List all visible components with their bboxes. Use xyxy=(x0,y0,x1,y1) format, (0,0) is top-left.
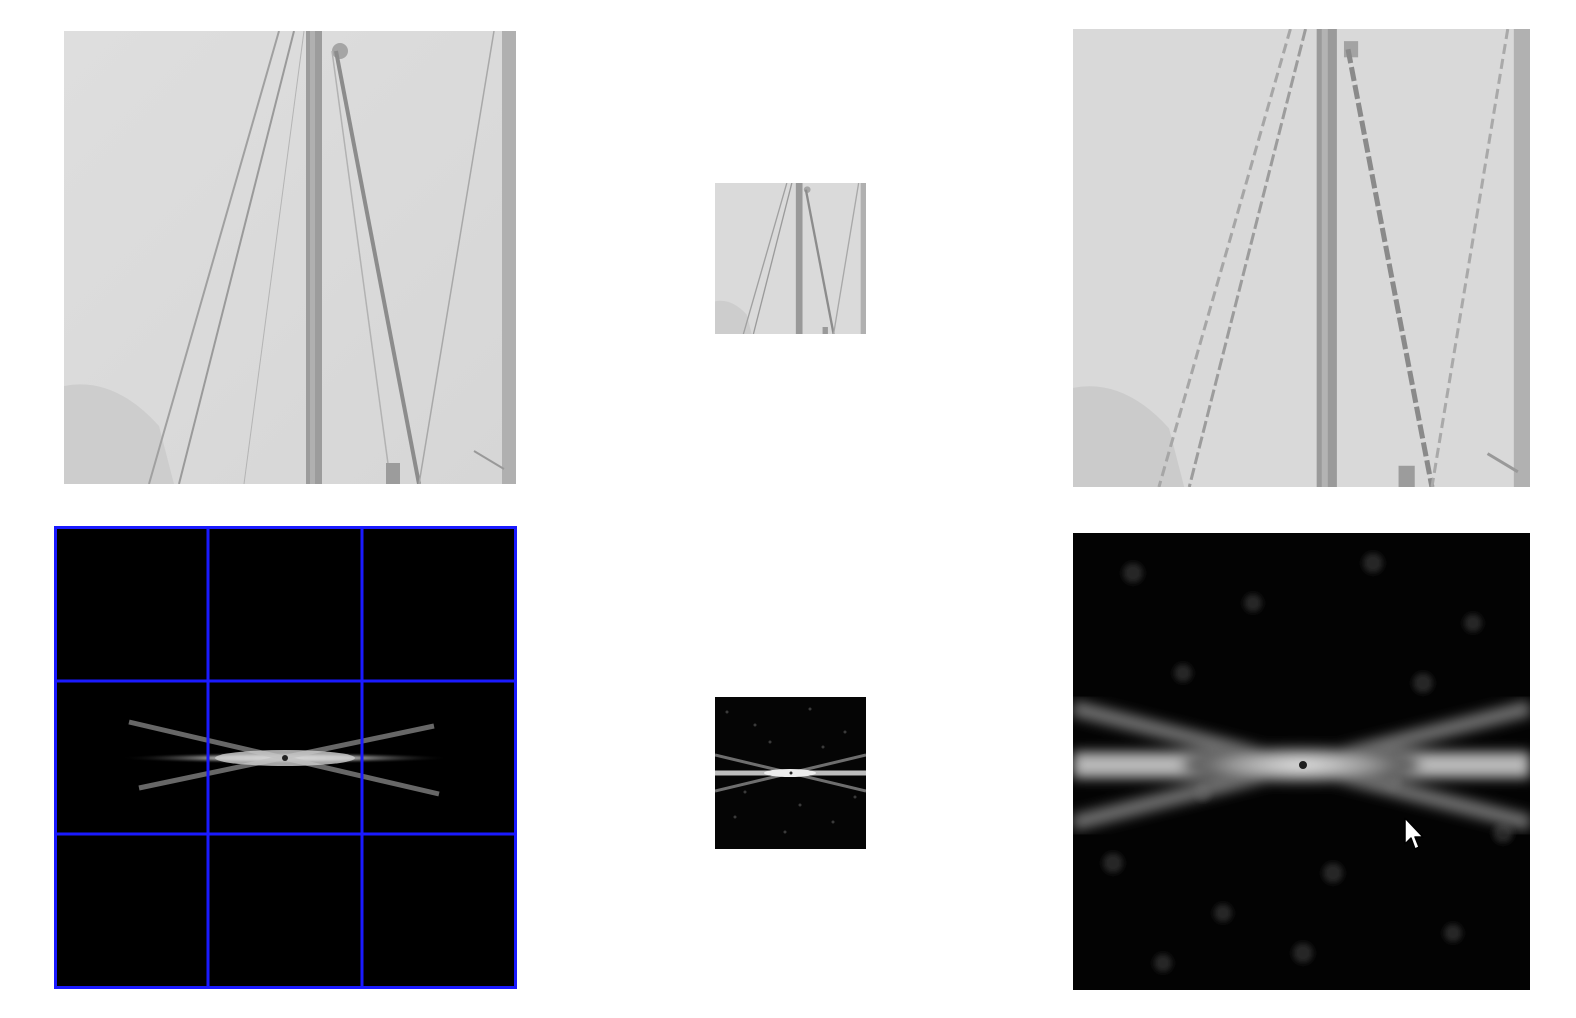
downsampled-spectrum-panel xyxy=(715,697,866,849)
upsampled-mast-image xyxy=(1073,29,1530,487)
original-spectrum-panel xyxy=(54,526,517,989)
upsampled-spectrum-panel xyxy=(1073,533,1530,990)
upsampled-fourier-spectrum xyxy=(1073,533,1530,990)
downsampled-mast-image xyxy=(715,183,866,334)
grid-overlay xyxy=(54,526,517,989)
downsampled-image-panel xyxy=(715,183,866,334)
upsampled-image-panel xyxy=(1073,29,1530,487)
downsampled-fourier-spectrum xyxy=(715,697,866,849)
original-mast-image xyxy=(64,31,516,484)
original-image-panel xyxy=(64,31,516,484)
original-fourier-spectrum xyxy=(54,526,517,989)
